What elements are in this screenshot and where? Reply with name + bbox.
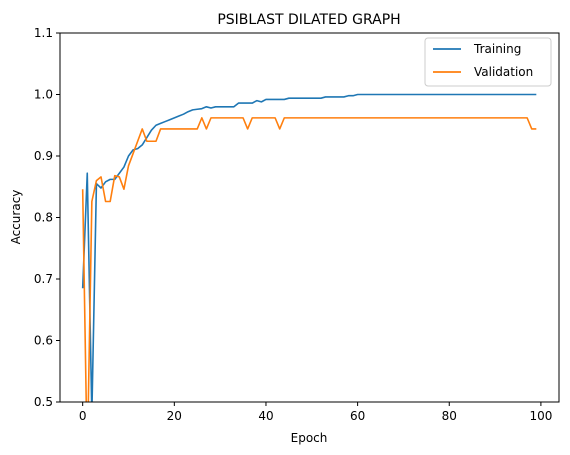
x-tick-label: 20 <box>167 409 182 423</box>
series-line-validation <box>81 117 537 402</box>
legend-label-validation: Validation <box>474 65 533 79</box>
y-tick-label: 1.1 <box>34 26 53 40</box>
y-tick-label: 0.8 <box>34 211 53 225</box>
legend-label-training: Training <box>473 42 521 56</box>
chart-title: PSIBLAST DILATED GRAPH <box>217 12 400 28</box>
series-layer <box>81 93 537 402</box>
y-tick-label: 0.9 <box>34 149 53 163</box>
x-tick-label: 80 <box>442 409 457 423</box>
x-tick-label: 60 <box>350 409 365 423</box>
y-tick-label: 1.0 <box>34 88 53 102</box>
y-axis-label: Accuracy <box>9 190 23 245</box>
x-axis-label: Epoch <box>291 431 328 445</box>
plot-area: 0 20 40 60 80 100 0.5 0.6 0.7 0.8 0.9 1.0 1.1 <box>34 26 560 423</box>
legend-frame <box>424 37 552 87</box>
x-tick-label: 40 <box>258 409 273 423</box>
y-tick-label: 0.7 <box>34 272 53 286</box>
y-tick-label: 0.6 <box>34 334 53 348</box>
x-tick-label: 0 <box>79 409 87 423</box>
legend: Training Validation <box>424 37 552 87</box>
x-axis-ticks: 0 20 40 60 80 100 <box>79 402 552 423</box>
series-line-training <box>81 93 537 402</box>
y-tick-label: 0.5 <box>34 395 53 409</box>
y-axis-ticks: 0.5 0.6 0.7 0.8 0.9 1.0 1.1 <box>34 26 60 409</box>
x-tick-label: 100 <box>529 409 552 423</box>
